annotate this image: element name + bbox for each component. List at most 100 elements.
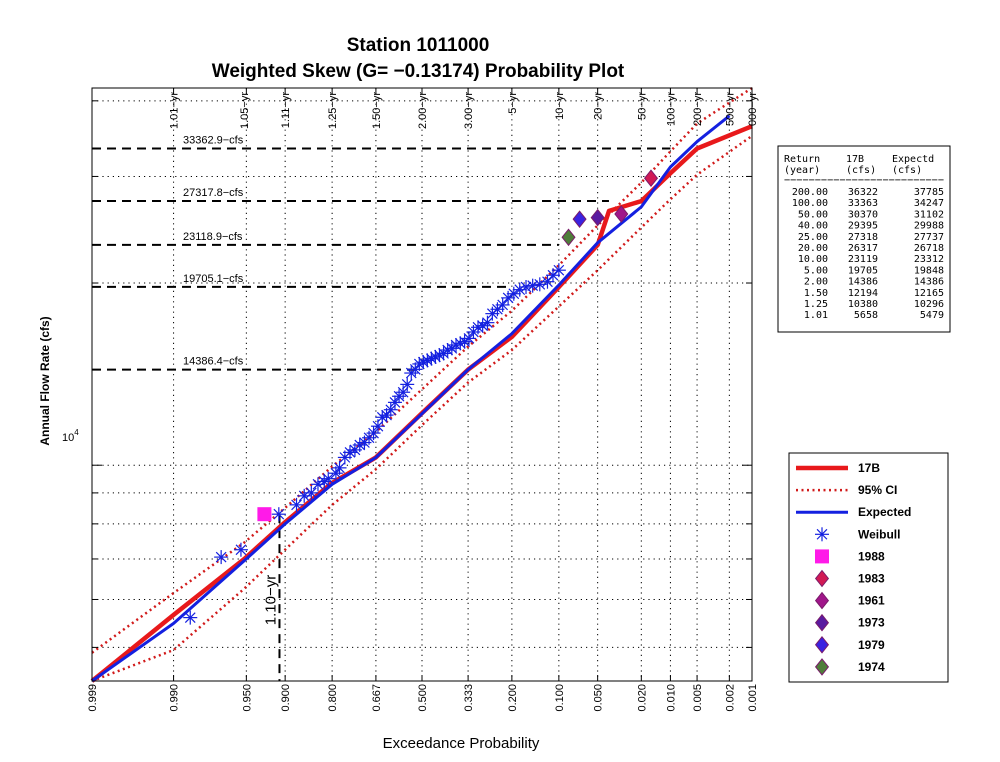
table-cell: 12165 [914, 288, 944, 299]
table-cell: 29395 [848, 221, 878, 232]
legend-square-symbol [815, 549, 829, 564]
x-tick-label: 0.990 [169, 684, 181, 712]
x-tick-label: 0.900 [280, 684, 292, 712]
table-cell: 25.00 [798, 232, 828, 243]
table-cell: 10.00 [798, 254, 828, 265]
legend-label: 95% CI [858, 483, 897, 497]
weibull-point [540, 274, 555, 289]
return-period-label: 000−yr [747, 92, 759, 126]
ci-lower-line [91, 134, 753, 683]
flow-level-label: 14386.4−cfs [183, 356, 244, 368]
weibull-point [289, 497, 304, 512]
weibull-point [525, 278, 540, 293]
point-1979 [572, 210, 587, 228]
x-tick-label: 0.005 [692, 684, 704, 712]
x-tick-label: 0.020 [636, 684, 648, 712]
weibull-point [532, 277, 547, 292]
legend-label: Expected [858, 505, 911, 519]
legend-frame [788, 452, 949, 683]
x-tick-label: 0.999 [87, 684, 99, 712]
y-axis-label: Annual Flow Rate (cfs) [38, 316, 52, 445]
x-tick-label: 0.010 [665, 684, 677, 712]
table-cell: 26718 [914, 243, 944, 254]
vertical-level-label: 1.10−yr [262, 575, 279, 625]
return-period-label: 1.25−yr [327, 92, 339, 129]
x-tick-label: 0.800 [327, 684, 339, 712]
weibull-point [366, 426, 381, 441]
flow-level-label: 33362.9−cfs [183, 135, 244, 147]
table-cell: 19848 [914, 265, 944, 276]
legend: 17B 95% CI Expected Weibull 1988 1983 1961 1973… [788, 452, 949, 683]
weibull-point [233, 542, 248, 557]
table-cell: 40.00 [798, 221, 828, 232]
table-cell: 19705 [848, 265, 878, 276]
table-cell: 30370 [848, 209, 878, 220]
table-cell: 2.00 [804, 277, 828, 288]
legend-label: Weibull [858, 527, 900, 541]
weibull-point [321, 471, 336, 486]
ci-upper-line [91, 86, 753, 654]
legend-diamond-symbol [814, 591, 830, 610]
chart-subtitle: Weighted Skew (G= −0.13174) Probability … [212, 61, 625, 82]
weibull-point [317, 474, 332, 489]
weibull-point [383, 402, 398, 417]
table-cell: 33363 [848, 198, 878, 209]
table-header-cell: Expectd [892, 154, 934, 165]
legend-label: 1983 [858, 572, 885, 586]
table-cell: 14386 [914, 277, 944, 288]
table-cell: 29988 [914, 221, 944, 232]
table-frame [777, 145, 951, 333]
table-cell: 12194 [848, 288, 878, 299]
weibull-point [183, 610, 198, 625]
return-period-label: 100−yr [665, 92, 677, 126]
table-cell: 20.00 [798, 243, 828, 254]
legend-label: 1974 [858, 660, 885, 674]
x-tick-label: 0.200 [507, 684, 519, 712]
x-tick-label: 0.050 [593, 684, 605, 712]
table-cell: 14386 [848, 277, 878, 288]
x-tick-label: 0.333 [463, 684, 475, 712]
return-period-label: 1.11−yr [280, 92, 292, 129]
return-period-labels: 1.01−yr 1.05−yr 1.11−yr 1.25−yr 1.50−yr 2.00−… [169, 92, 759, 129]
table-header-cell: 17B [846, 154, 864, 165]
weibull-point [304, 485, 319, 500]
return-period-label: 10−yr [554, 92, 566, 120]
weibull-point [512, 282, 527, 297]
legend-label: 17B [858, 461, 880, 475]
return-period-label: 200−yr [692, 92, 704, 126]
point-1988 [257, 507, 272, 522]
y-tick-label: 104 [62, 428, 79, 444]
return-period-label: 50−yr [636, 92, 648, 120]
legend-label: 1961 [858, 594, 885, 608]
legend-label: 1979 [858, 638, 885, 652]
point-1973 [590, 208, 605, 227]
x-tick-label: 0.002 [724, 684, 736, 712]
x-tick-label: 0.100 [554, 684, 566, 712]
table-cell: 27318 [848, 232, 878, 243]
table-cell: 36322 [848, 187, 878, 198]
series-expected-line [91, 114, 731, 683]
legend-diamond-symbol [814, 613, 830, 632]
return-period-label: 3.00−yr [463, 92, 475, 129]
weibull-point [396, 385, 411, 400]
table-cell: 1.01 [804, 310, 828, 321]
legend-label: 1973 [858, 616, 885, 630]
weibull-point [400, 377, 415, 392]
return-period-label: 1.05−yr [239, 92, 251, 129]
return-period-label: 1.01−yr [169, 92, 181, 129]
flow-annotations: 33362.9−cfs 27317.8−cfs 23118.9−cfs 19705.1… [92, 135, 671, 681]
series-layer [90, 86, 753, 683]
weibull-point [332, 460, 347, 475]
chart-title: Station 1011000 [347, 35, 490, 56]
table-cell: 1.25 [804, 299, 828, 310]
point-1983 [643, 169, 659, 187]
table-cell: 37785 [914, 187, 944, 198]
flow-level-label: 19705.1−cfs [183, 273, 244, 285]
legend-diamond-symbol [814, 658, 830, 676]
y-axis: 104 [62, 100, 752, 648]
table-cell: 10296 [914, 299, 944, 310]
table-cell: 50.00 [798, 209, 828, 220]
flow-level-label: 27317.8−cfs [183, 187, 244, 199]
table-cell: 34247 [914, 198, 944, 209]
